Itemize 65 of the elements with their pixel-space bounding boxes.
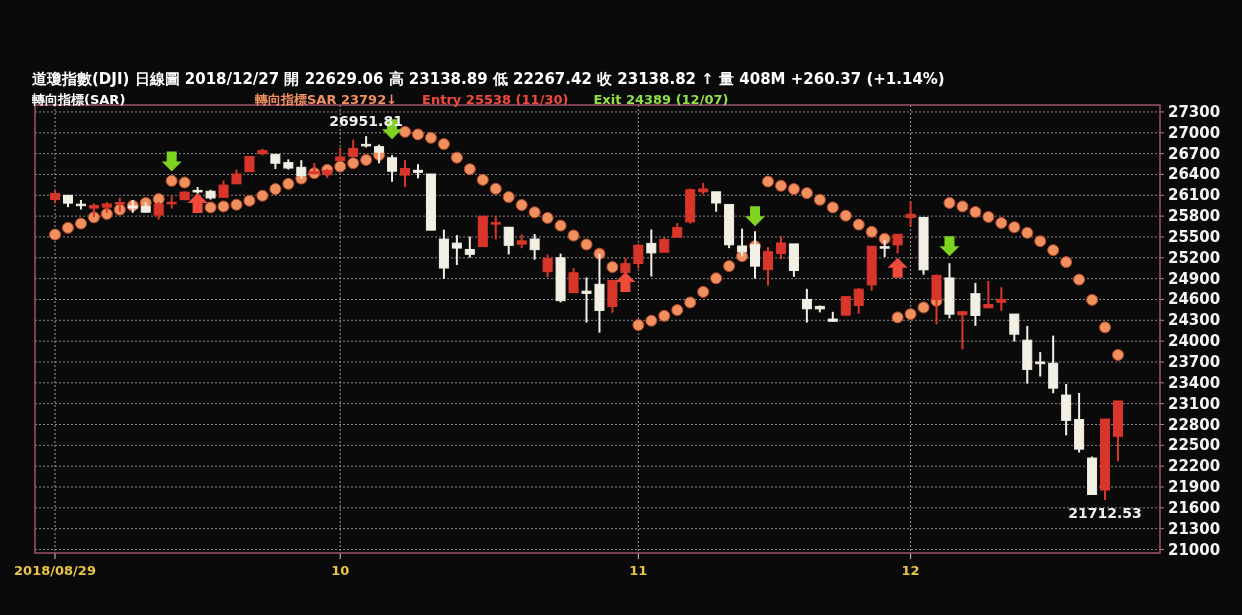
y-tick-label: 24300 (1168, 311, 1221, 330)
annotation: Entry 25538 (11/30) (422, 92, 569, 107)
candlestick (970, 281, 981, 327)
y-tick-label: 24000 (1168, 332, 1221, 351)
candlestick (892, 233, 903, 255)
y-tick-label: 27000 (1168, 123, 1221, 142)
y-tick-label: 24900 (1168, 269, 1221, 288)
candlestick (387, 154, 398, 183)
candlestick (1009, 313, 1020, 343)
x-tick-label: 2018/08/29 (14, 563, 96, 578)
y-tick-label: 23400 (1168, 373, 1221, 392)
candlestick (983, 280, 994, 309)
candlestick (400, 158, 411, 189)
candlestick (1035, 351, 1046, 378)
candlestick (996, 286, 1007, 312)
x-tick-label: 11 (629, 563, 648, 578)
candlestick (762, 246, 773, 287)
y-tick-label: 22800 (1168, 415, 1221, 434)
candlestick (840, 295, 851, 317)
point (161, 151, 182, 172)
y-tick-label: 23700 (1168, 352, 1221, 371)
candlestick (503, 226, 514, 256)
candlestick (542, 253, 553, 279)
candlestick (646, 228, 657, 278)
candlestick (775, 235, 786, 261)
point (939, 236, 960, 257)
y-tick-label: 21000 (1168, 540, 1221, 559)
candlestick (853, 287, 864, 315)
y-tick-label: 21600 (1168, 498, 1221, 517)
chart-subtitle: 轉向指標(SAR) (31, 92, 126, 107)
x-tick-label: 12 (901, 563, 920, 578)
annotation: 21712.53 (1068, 505, 1142, 522)
candlestick (957, 310, 968, 351)
y-tick-label: 23100 (1168, 394, 1221, 413)
candlestick (801, 287, 812, 324)
candlestick (581, 276, 592, 324)
candlestick (451, 234, 462, 266)
y-tick-label: 25200 (1168, 248, 1221, 267)
y-tick-label: 22200 (1168, 457, 1221, 476)
annotation: 26951.81 (329, 113, 403, 130)
y-tick-label: 26700 (1168, 144, 1221, 163)
annotation: Exit 24389 (12/07) (593, 92, 729, 107)
candlestick (529, 233, 540, 261)
point (745, 206, 766, 227)
y-tick-label: 25800 (1168, 207, 1221, 226)
point (187, 193, 208, 213)
y-tick-label: 26400 (1168, 165, 1221, 184)
y-tick-label: 21900 (1168, 478, 1221, 497)
chart-title: 道瓊指數(DJI) 日線圖 2018/12/27 開 22629.06 高 23138.89 低 22267.42 收 23138.82 ↑ 量 408M +260.37 (+1.14%) (32, 70, 945, 88)
x-tick-label: 10 (331, 563, 350, 578)
point (887, 257, 908, 278)
y-tick-label: 25500 (1168, 227, 1221, 246)
candlestick (490, 214, 501, 241)
point (615, 271, 636, 292)
y-tick-label: 27300 (1168, 102, 1221, 121)
y-tick-label: 24600 (1168, 290, 1221, 309)
candlestick (711, 190, 722, 213)
candlestick (464, 235, 475, 259)
series-label: 轉向指標SAR 23792↓ (254, 92, 398, 107)
y-tick-label: 21300 (1168, 519, 1221, 538)
candlestick (633, 243, 644, 270)
candlestick (568, 267, 579, 294)
y-tick-label: 22500 (1168, 436, 1221, 455)
y-tick-label: 26100 (1168, 186, 1221, 205)
candlestick (905, 200, 916, 228)
